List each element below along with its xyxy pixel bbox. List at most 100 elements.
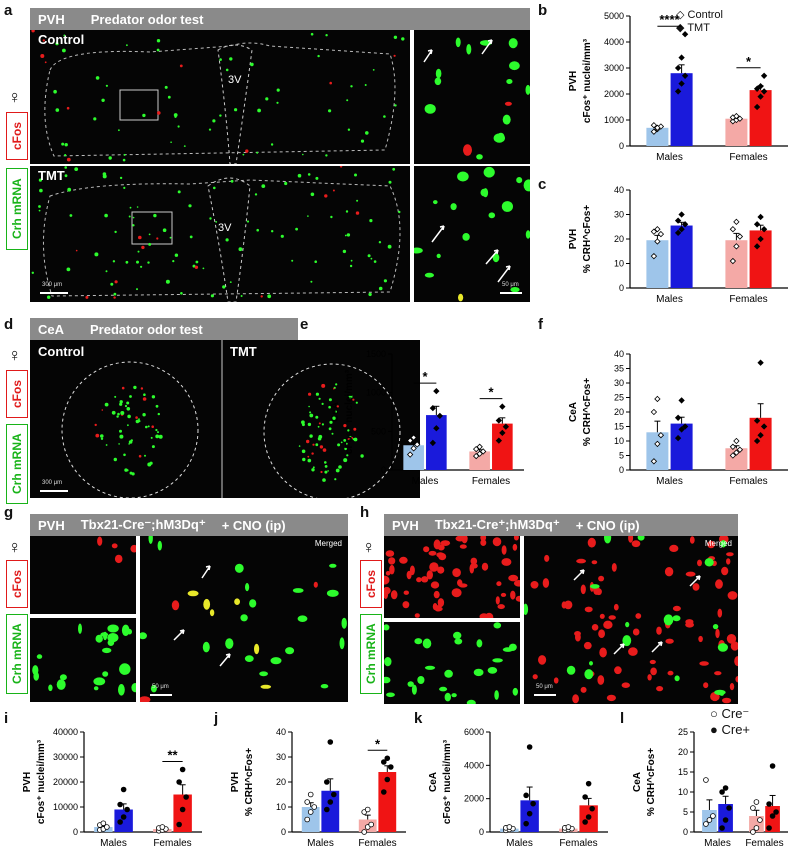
cell-dot (349, 435, 352, 439)
data-point (674, 217, 682, 224)
cell-dot (345, 442, 348, 445)
label-3v-tmt: 3V (218, 222, 232, 234)
cell-dot (93, 117, 97, 121)
cell-dot (123, 186, 126, 189)
data-point (307, 809, 314, 815)
data-point (582, 794, 588, 800)
cell-dot (325, 154, 328, 157)
cfos-nucleus (717, 608, 723, 618)
cell-dot (55, 108, 60, 112)
cell-dot (315, 415, 319, 419)
region-label: CeA (428, 772, 439, 792)
cell-dot (246, 220, 250, 223)
cell-blob (249, 599, 257, 608)
cell-dot (317, 425, 320, 428)
data-point (307, 791, 314, 798)
data-point (736, 115, 744, 122)
y-tick-label: 5000 (604, 11, 624, 21)
crh-cell (712, 624, 719, 630)
group-label: Females (745, 838, 783, 849)
cell-dot (114, 395, 117, 398)
cell-dot (147, 425, 150, 428)
crh-cell (444, 669, 453, 678)
cfos-nucleus (650, 667, 657, 676)
y-tick-label: 2000 (464, 794, 484, 804)
cell-dot (310, 32, 314, 36)
cell-dot (155, 428, 158, 432)
panel-a-title: Predator odor test (90, 11, 204, 27)
cell-dot (343, 424, 347, 428)
cell-dot (133, 385, 137, 390)
y-tick-label: 10 (614, 259, 624, 269)
cell-blob (424, 104, 436, 114)
cell-dot (328, 109, 332, 113)
data-point (681, 31, 689, 38)
cell-dot (165, 279, 170, 284)
cell-dot (114, 230, 117, 234)
cfos-nucleus (512, 543, 518, 551)
bar (646, 240, 669, 288)
cell-dot (202, 267, 205, 270)
crh-cell (386, 692, 395, 698)
cfos-nucleus (130, 544, 136, 553)
y-tick-label: 40 (614, 185, 624, 195)
cfos-nucleus (416, 577, 422, 583)
bar (173, 794, 192, 832)
data-point (729, 257, 737, 265)
chart-f: 0 5 10 15 20 25 30 35 40 % CRH^cFos+CeA Males Femal… (568, 349, 788, 487)
y-tick-label: 30000 (53, 752, 78, 762)
data-point (681, 423, 689, 430)
data-point (429, 404, 437, 412)
cell-blob (450, 203, 457, 211)
data-point (476, 443, 483, 450)
data-point (406, 437, 414, 444)
cell-dot (307, 422, 312, 427)
data-point (654, 395, 661, 403)
cfos-nucleus (437, 544, 445, 551)
cell-dot (350, 259, 353, 262)
cell-dot (324, 470, 328, 474)
cell-blob (525, 230, 530, 239)
cell-dot (136, 260, 139, 264)
cfos-nucleus (500, 592, 507, 597)
panel-letter-i: i (4, 710, 9, 727)
crh-cell (492, 658, 503, 663)
cfos-nucleus (726, 552, 734, 557)
bar (301, 807, 320, 832)
cell-dot (137, 250, 140, 253)
cfos-nucleus (735, 676, 738, 683)
cell-dot (378, 286, 383, 291)
cell-dot (130, 439, 133, 442)
region-label: PVH (568, 229, 579, 250)
cell-dot (343, 458, 348, 463)
cell-dot (101, 409, 104, 411)
cell-dot (112, 260, 116, 263)
group-label: Females (729, 294, 767, 305)
cell-dot (31, 271, 34, 274)
data-point (323, 806, 330, 813)
cell-dot (38, 178, 42, 182)
cell-blob (504, 101, 512, 106)
crh-cell (674, 675, 680, 682)
cell-dot (318, 397, 321, 400)
crh-label-h: Crh mRNA (360, 614, 382, 694)
y-tick-label: 0 (479, 827, 484, 837)
cell-dot (105, 270, 108, 273)
cell-blob (260, 684, 272, 689)
cell-blob (483, 166, 495, 178)
crh-cell (625, 621, 630, 628)
cell-blob (326, 589, 339, 597)
cfos-nucleus (458, 583, 468, 588)
cell-dot (118, 443, 120, 445)
legend-control: Control (687, 9, 723, 21)
cfos-nucleus (722, 697, 732, 704)
cell-blob (436, 253, 441, 259)
data-point (757, 93, 764, 100)
cell-dot (242, 153, 245, 156)
cell-dot (354, 173, 357, 177)
cfos-nucleus (428, 550, 437, 556)
crh-cell (121, 624, 130, 636)
data-point (159, 824, 166, 830)
crh-cell (584, 669, 594, 680)
